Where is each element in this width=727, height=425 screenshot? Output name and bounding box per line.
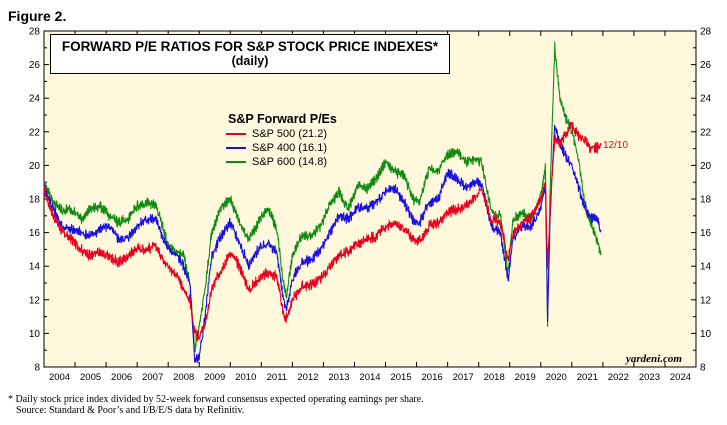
legend-label: S&P 400 (16.1) [252,142,328,154]
y-tick-label: 28 [29,27,41,38]
y-tick-label: 16 [700,228,712,239]
y-tick-label: 10 [29,329,41,340]
chart-title-box: FORWARD P/E RATIOS FOR S&P STOCK PRICE I… [50,34,450,74]
x-tick-label: 2008 [173,372,194,383]
footnote: * Daily stock price index divided by 52-… [8,394,424,416]
series-line-2 [43,41,602,353]
x-tick-label: 2012 [297,372,318,383]
x-tick-label: 2004 [49,372,70,383]
y-tick-label: 26 [29,60,41,71]
y-tick-label: 28 [700,27,712,38]
x-tick-label: 2015 [390,372,411,383]
y-tick-label: 24 [29,94,41,105]
x-tick-label: 2010 [235,372,256,383]
x-tick-label: 2009 [204,372,225,383]
chart-title: FORWARD P/E RATIOS FOR S&P STOCK PRICE I… [61,39,439,54]
x-tick-label: 2016 [422,372,443,383]
plot-area [43,30,697,368]
chart-subtitle: (daily) [231,54,269,68]
date-annotation: 12/10 [603,140,629,151]
footnote-line: * Daily stock price index divided by 52-… [8,394,424,405]
series-line-1 [43,124,602,364]
x-tick-label: 2011 [267,372,287,383]
legend-label: S&P 600 (14.8) [252,156,328,168]
x-tick-label: 2019 [515,372,536,383]
legend-entry: S&P 500 (21.2) [226,127,337,141]
source-credit: yardeni.com [626,353,682,365]
x-tick-label: 2020 [546,372,567,383]
y-tick-label: 20 [700,161,712,172]
x-tick-label: 2024 [670,372,691,383]
y-tick-label: 12 [700,295,712,306]
series-group [43,41,602,364]
y-tick-label: 22 [700,127,712,138]
legend-entry: S&P 600 (14.8) [226,155,337,169]
y-tick-label: 12 [29,295,41,306]
y-tick-label: 14 [700,262,712,273]
x-tick-label: 2005 [80,372,101,383]
figure-label: Figure 2. [8,8,67,24]
y-tick-label: 24 [700,94,712,105]
x-tick-label: 2013 [328,372,349,383]
y-tick-label: 16 [29,228,41,239]
y-tick-label: 20 [29,161,41,172]
legend-swatch [226,147,246,149]
x-tick-label: 2014 [359,372,380,383]
legend-label: S&P 500 (21.2) [252,128,328,140]
legend-swatch [226,133,246,135]
legend-title: S&P Forward P/Es [228,112,337,126]
y-tick-label: 10 [700,329,712,340]
y-tick-label: 14 [29,262,41,273]
y-tick-label: 8 [700,363,706,374]
footnote-source: Source: Standard & Poor’s and I/B/E/S da… [16,405,245,416]
y-tick-label: 22 [29,127,41,138]
x-tick-label: 2007 [142,372,163,383]
y-tick-label: 18 [700,195,712,206]
legend: S&P Forward P/Es S&P 500 (21.2) S&P 400 … [226,112,337,169]
x-tick-label: 2006 [111,372,132,383]
x-tick-label: 2022 [608,372,629,383]
series-line-0 [43,121,602,341]
x-tick-label: 2017 [453,372,474,383]
legend-entry: S&P 400 (16.1) [226,141,337,155]
x-tick-label: 2018 [484,372,505,383]
y-tick-label: 8 [34,363,40,374]
y-tick-label: 18 [29,195,41,206]
legend-swatch [226,161,246,163]
x-tick-label: 2023 [639,372,660,383]
y-tick-label: 26 [700,60,712,71]
x-tick-label: 2021 [577,372,598,383]
